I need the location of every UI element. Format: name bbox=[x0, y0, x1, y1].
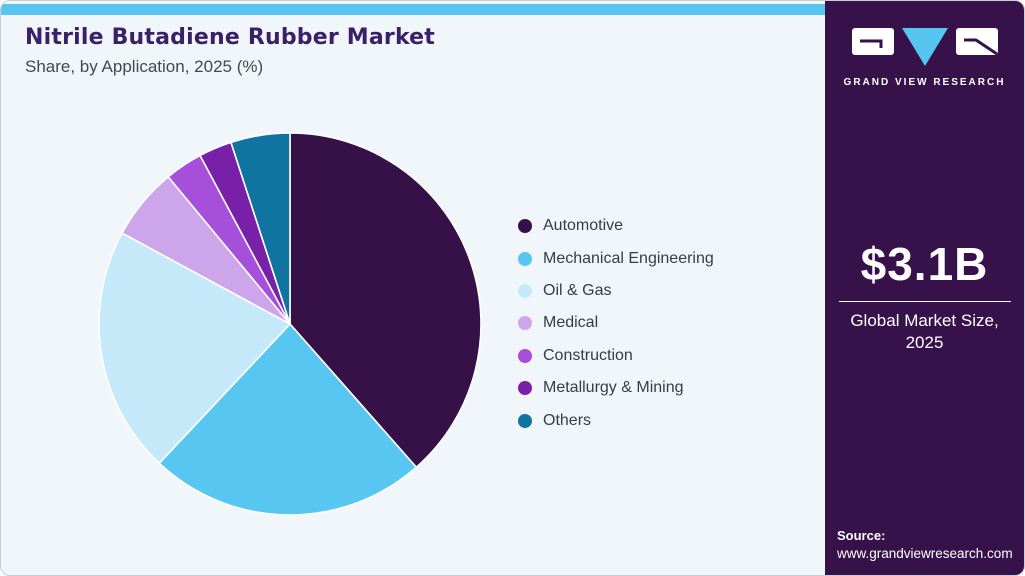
logo-g-glyph bbox=[859, 39, 882, 48]
pie-slice-mechanical-engineering bbox=[158, 323, 418, 516]
page-subtitle: Share, by Application, 2025 (%) bbox=[25, 57, 264, 76]
legend-item-others: Others bbox=[518, 404, 714, 436]
legend-item-construction: Construction bbox=[518, 340, 714, 372]
legend-dot bbox=[518, 413, 532, 428]
source-url: www.grandviewresearch.com bbox=[837, 546, 1013, 561]
legend-dot bbox=[518, 381, 532, 396]
legend-dot bbox=[518, 219, 532, 234]
pie-chart bbox=[98, 132, 482, 516]
legend-label: Others bbox=[543, 411, 592, 429]
header: Nitrile Butadiene Rubber Market Share, b… bbox=[25, 25, 435, 77]
pie-slice-others bbox=[230, 132, 291, 325]
legend-item-metallurgy-mining: Metallurgy & Mining bbox=[518, 372, 714, 404]
market-size-block: $3.1B Global Market Size, 2025 bbox=[825, 237, 1024, 354]
legend-item-oil-gas: Oil & Gas bbox=[518, 275, 714, 307]
gvr-logo: GRAND VIEW RESEARCH bbox=[825, 26, 1024, 88]
market-size-value: $3.1B bbox=[860, 238, 989, 290]
legend-item-automotive: Automotive bbox=[518, 210, 714, 242]
divider bbox=[838, 301, 1011, 302]
legend-label: Oil & Gas bbox=[543, 281, 612, 299]
logo-wordmark: GRAND VIEW RESEARCH bbox=[843, 77, 1006, 88]
legend-dot bbox=[518, 316, 532, 331]
legend-item-mechanical-engineering: Mechanical Engineering bbox=[518, 242, 714, 274]
legend-dot bbox=[518, 251, 532, 266]
pie-slice-automotive bbox=[289, 132, 482, 469]
legend-dot bbox=[518, 283, 532, 298]
legend-label: Construction bbox=[543, 346, 633, 364]
top-accent-bar bbox=[1, 4, 828, 15]
logo-v-triangle-icon bbox=[901, 28, 948, 66]
gvr-logo-mark bbox=[851, 28, 998, 66]
legend-label: Automotive bbox=[543, 217, 624, 235]
market-size-label: Global Market Size, 2025 bbox=[850, 311, 999, 353]
source-label: Source: bbox=[837, 528, 886, 543]
source-block: Source: www.grandviewresearch.com bbox=[837, 528, 1013, 561]
pie-chart-container bbox=[97, 131, 483, 517]
legend-item-medical: Medical bbox=[518, 307, 714, 339]
pie-slice-oil-gas bbox=[98, 232, 291, 465]
page-title: Nitrile Butadiene Rubber Market bbox=[25, 25, 436, 50]
chart-legend: Automotive Mechanical Engineering Oil & … bbox=[518, 210, 714, 437]
legend-label: Medical bbox=[543, 314, 599, 332]
legend-label: Metallurgy & Mining bbox=[543, 379, 684, 397]
brand-sidebar: GRAND VIEW RESEARCH $3.1B Global Market … bbox=[825, 1, 1024, 575]
logo-r-glyph bbox=[963, 38, 998, 56]
legend-label: Mechanical Engineering bbox=[543, 249, 714, 267]
legend-dot bbox=[518, 348, 532, 363]
